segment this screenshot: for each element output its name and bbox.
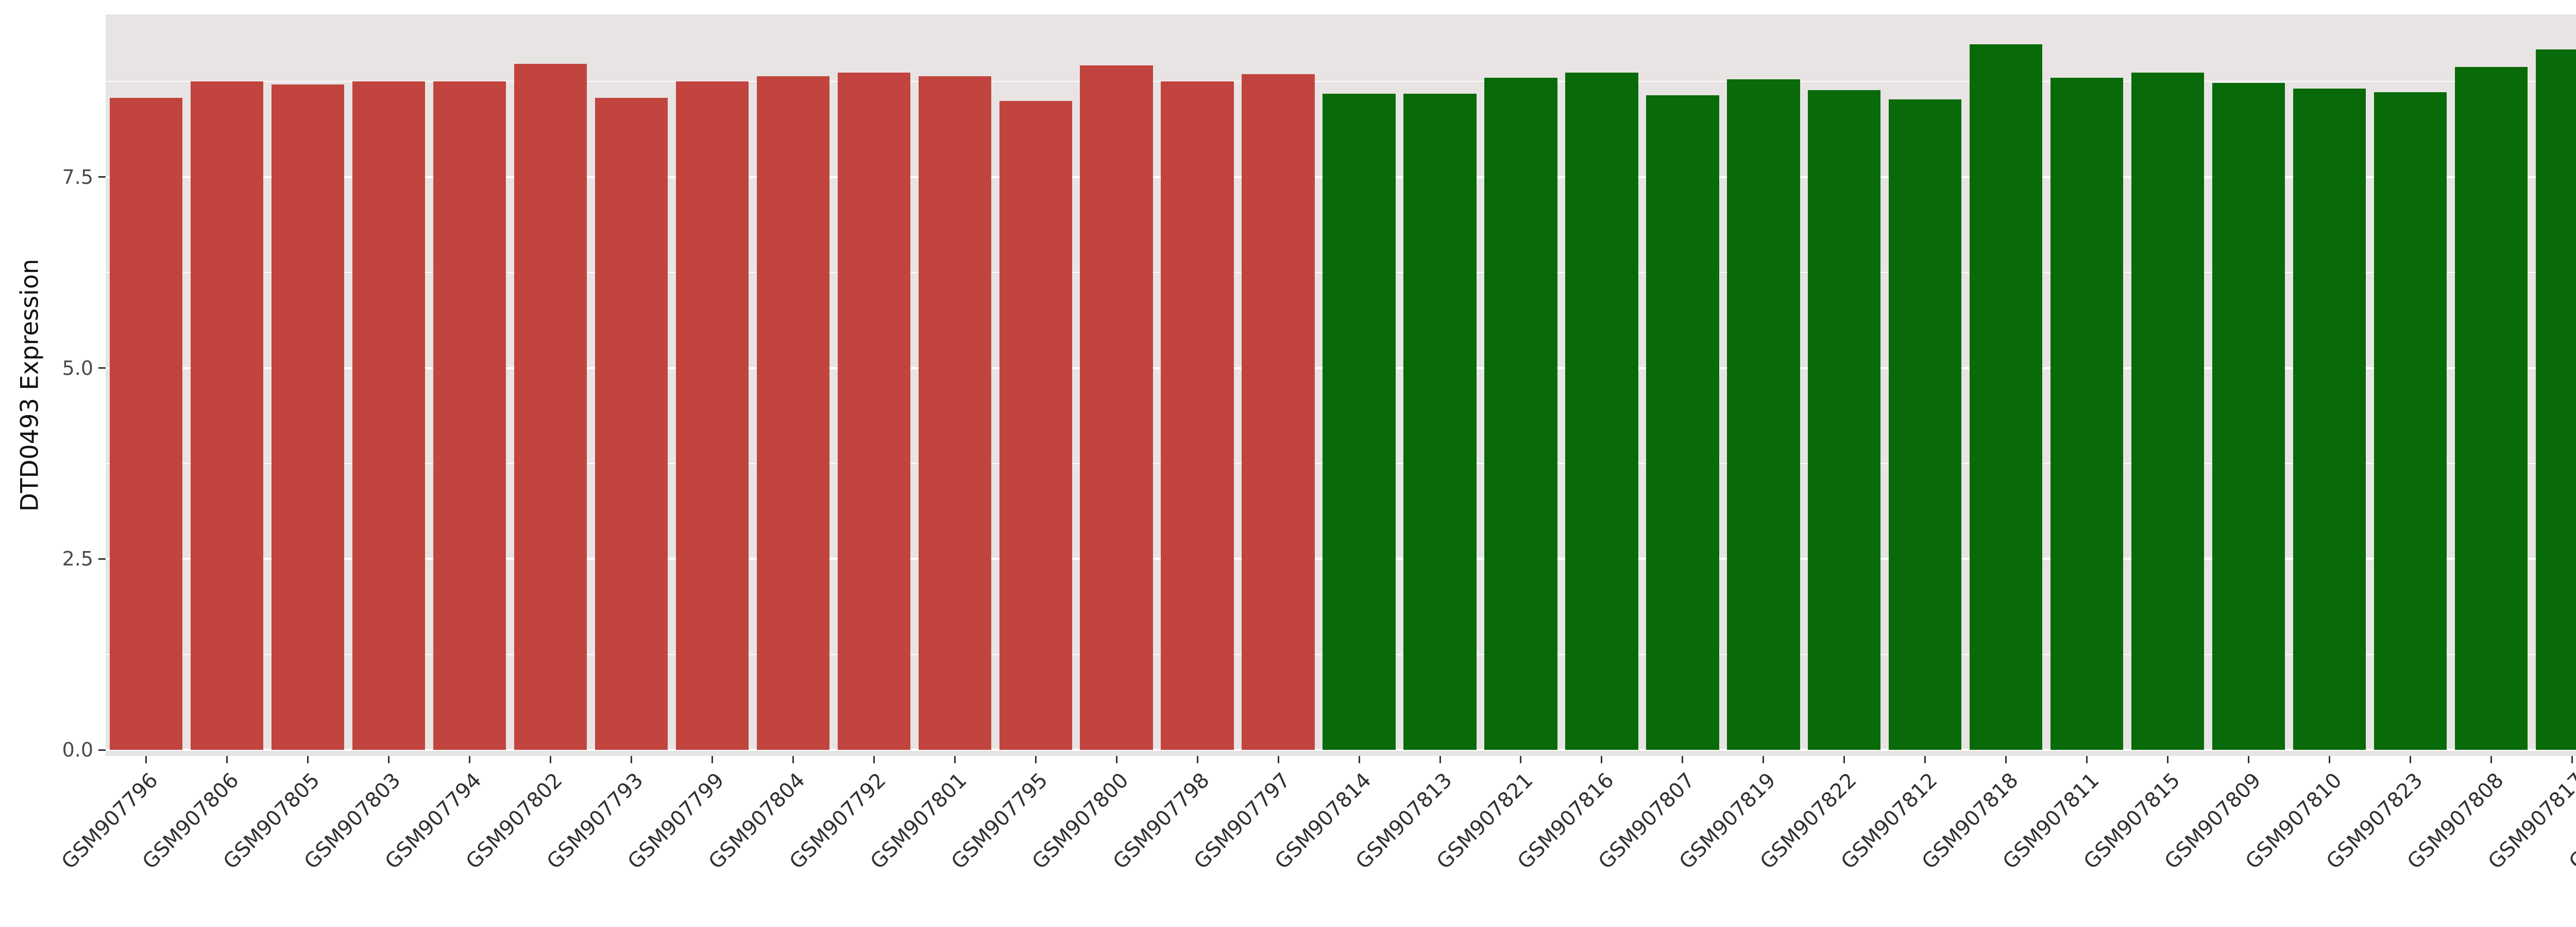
y-tick-label: 0.0 bbox=[62, 739, 93, 761]
x-tick-mark bbox=[2005, 756, 2007, 763]
x-tick-mark bbox=[2329, 756, 2331, 763]
x-tick-mark bbox=[954, 756, 956, 763]
grid-line-minor bbox=[106, 81, 2576, 82]
bar bbox=[1889, 99, 1962, 750]
bar bbox=[514, 64, 587, 750]
x-tick-mark bbox=[630, 756, 632, 763]
bar bbox=[1646, 95, 1719, 750]
x-tick-mark bbox=[792, 756, 794, 763]
x-tick-mark bbox=[1196, 756, 1198, 763]
bar bbox=[756, 76, 829, 750]
bar bbox=[2212, 83, 2285, 750]
y-tick-label: 5.0 bbox=[62, 356, 93, 380]
x-tick-mark bbox=[1682, 756, 1684, 763]
bar bbox=[2454, 67, 2528, 750]
bar bbox=[837, 72, 910, 750]
bar bbox=[109, 97, 183, 750]
x-tick-mark bbox=[2410, 756, 2412, 763]
bar bbox=[918, 76, 991, 750]
x-tick-mark bbox=[2490, 756, 2493, 763]
bar bbox=[1161, 81, 1234, 750]
plot-panel bbox=[106, 14, 2576, 756]
x-tick-mark bbox=[2571, 756, 2573, 763]
x-tick-mark bbox=[1520, 756, 1522, 763]
bar bbox=[2131, 72, 2205, 750]
x-tick-mark bbox=[1843, 756, 1845, 763]
bar bbox=[675, 81, 749, 750]
bar bbox=[1403, 94, 1477, 750]
bar bbox=[1080, 65, 1153, 750]
bar bbox=[999, 100, 1072, 750]
bar bbox=[2374, 92, 2447, 750]
x-tick-mark bbox=[1358, 756, 1360, 763]
bar bbox=[433, 81, 506, 750]
x-tick-mark bbox=[2086, 756, 2088, 763]
y-tick-label: 2.5 bbox=[62, 547, 93, 571]
bar bbox=[2050, 78, 2124, 750]
bar bbox=[1484, 78, 1557, 750]
bar bbox=[1565, 72, 1638, 750]
x-tick-mark bbox=[1035, 756, 1037, 763]
bar bbox=[1323, 94, 1396, 750]
bar bbox=[2535, 49, 2576, 750]
x-tick-mark bbox=[1439, 756, 1441, 763]
bar bbox=[1970, 44, 2043, 750]
x-tick-mark bbox=[1762, 756, 1765, 763]
bar bbox=[352, 81, 426, 750]
x-tick-mark bbox=[1601, 756, 1603, 763]
bar bbox=[271, 84, 345, 750]
x-tick-mark bbox=[145, 756, 147, 763]
x-tick-mark bbox=[468, 756, 470, 763]
x-tick-mark bbox=[387, 756, 389, 763]
y-tick-mark bbox=[98, 558, 106, 560]
x-tick-mark bbox=[2167, 756, 2169, 763]
x-tick-mark bbox=[1924, 756, 1926, 763]
bar bbox=[2293, 88, 2366, 750]
x-tick-mark bbox=[1115, 756, 1117, 763]
x-tick-mark bbox=[2248, 756, 2250, 763]
y-tick-mark bbox=[98, 749, 106, 751]
bar bbox=[190, 81, 264, 750]
bar bbox=[1242, 74, 1315, 750]
bar bbox=[595, 97, 668, 750]
x-tick-mark bbox=[1277, 756, 1279, 763]
y-axis-title-text: DTD0493 Expression bbox=[15, 259, 44, 512]
x-tick-mark bbox=[307, 756, 309, 763]
y-tick-label: 7.5 bbox=[62, 165, 93, 188]
x-tick-mark bbox=[873, 756, 875, 763]
x-tick-mark bbox=[549, 756, 551, 763]
bar bbox=[1808, 90, 1881, 750]
x-tick-mark bbox=[711, 756, 713, 763]
x-tick-mark bbox=[226, 756, 228, 763]
y-tick-mark bbox=[98, 176, 106, 178]
bar bbox=[1727, 79, 1800, 750]
grid-line-major bbox=[106, 749, 2576, 751]
y-tick-mark bbox=[98, 367, 106, 369]
